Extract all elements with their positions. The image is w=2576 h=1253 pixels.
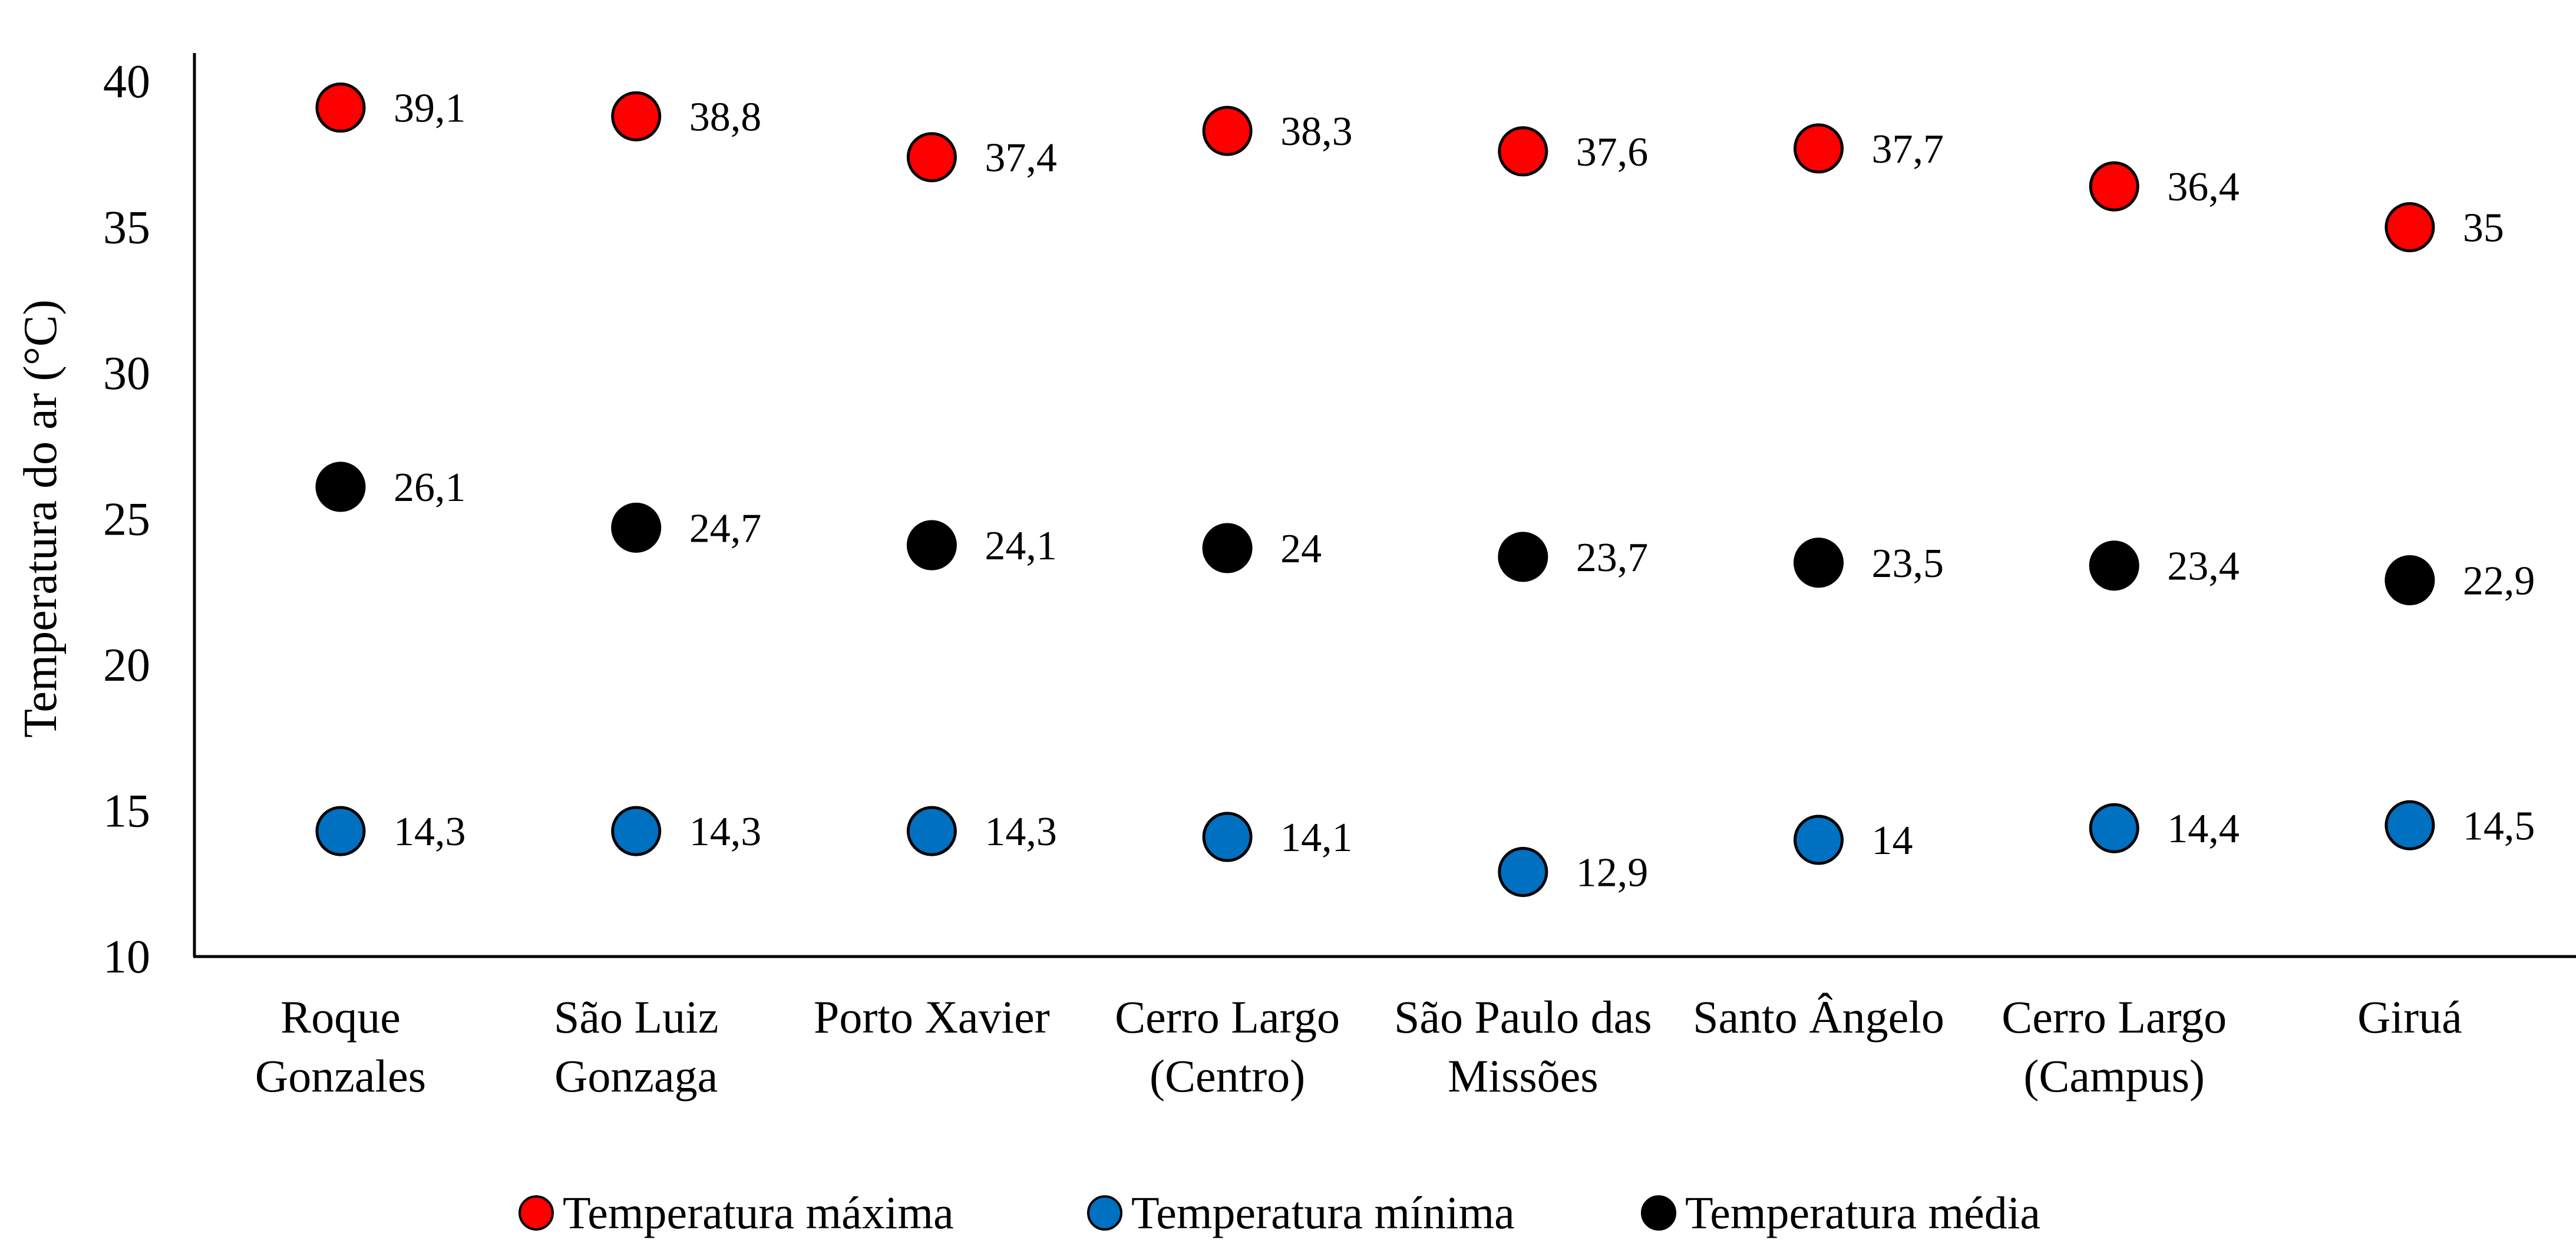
point-temperatura-maxima — [315, 83, 366, 133]
legend-item-temperatura-media: Temperatura média — [1641, 1187, 2040, 1238]
point-temperatura-media — [1202, 523, 1253, 573]
data-label-temperatura-minima: 14,5 — [2463, 803, 2535, 849]
point-temperatura-minima — [1498, 846, 1548, 897]
data-label-temperatura-media: 24,1 — [985, 523, 1057, 569]
point-temperatura-maxima — [1794, 123, 1844, 174]
point-temperatura-minima — [1794, 815, 1844, 865]
x-category-label: São Paulo das Missões — [1394, 991, 1652, 1102]
point-temperatura-maxima — [906, 132, 957, 183]
data-label-temperatura-minima: 14,4 — [2167, 806, 2240, 852]
data-label-temperatura-media: 26,1 — [394, 465, 466, 510]
data-label-temperatura-media: 24 — [1280, 526, 1322, 572]
point-temperatura-media — [315, 461, 366, 512]
data-label-temperatura-minima: 14,3 — [985, 809, 1057, 855]
point-temperatura-maxima — [2089, 161, 2139, 212]
data-label-temperatura-maxima: 37,7 — [1872, 127, 1944, 172]
point-temperatura-maxima — [611, 91, 662, 141]
x-category-label: Giruá — [2357, 991, 2462, 1043]
legend-item-temperatura-maxima: Temperatura máxima — [518, 1187, 954, 1238]
legend-label-temperatura-media: Temperatura média — [1685, 1187, 2040, 1238]
point-temperatura-media — [906, 520, 957, 571]
x-category-label: Cerro Largo (Campus) — [2002, 991, 2227, 1102]
data-label-temperatura-maxima: 39,1 — [394, 86, 466, 131]
point-temperatura-maxima — [1498, 126, 1548, 177]
y-tick-label: 40 — [103, 56, 150, 108]
x-category-label: Santo Ângelo — [1693, 991, 1944, 1043]
y-tick-label: 20 — [103, 639, 150, 691]
point-temperatura-media — [611, 502, 662, 553]
legend-label-temperatura-minima: Temperatura mínima — [1131, 1187, 1515, 1238]
y-tick-labels: 10 15 20 25 30 35 40 — [103, 56, 150, 983]
point-temperatura-minima — [315, 806, 366, 856]
data-labels: 39,1 38,8 37,4 38,3 37,6 37,7 36,4 35 14,3 14,3 14… — [394, 86, 2535, 896]
y-tick-label: 35 — [103, 202, 150, 254]
point-temperatura-media — [2089, 540, 2139, 591]
data-label-temperatura-minima: 12,9 — [1576, 850, 1649, 895]
data-label-temperatura-media: 23,4 — [2167, 544, 2240, 589]
point-temperatura-media — [1794, 538, 1844, 588]
legend: Temperatura máxima Temperatura mínima Temp… — [518, 1187, 2040, 1238]
data-label-temperatura-maxima: 37,6 — [1576, 130, 1649, 175]
point-temperatura-minima — [1202, 812, 1253, 862]
data-label-temperatura-maxima: 37,4 — [985, 136, 1057, 181]
data-points — [315, 83, 2435, 897]
legend-marker-temperatura-media — [1641, 1195, 1676, 1231]
point-temperatura-media — [1498, 532, 1548, 582]
point-temperatura-minima — [2385, 800, 2435, 850]
data-label-temperatura-minima: 14 — [1872, 818, 1913, 863]
point-temperatura-minima — [906, 806, 957, 856]
data-label-temperatura-maxima: 35 — [2463, 206, 2504, 251]
x-category-label: Cerro Largo (Centro) — [1115, 991, 1340, 1102]
data-label-temperatura-minima: 14,3 — [394, 809, 466, 855]
data-label-temperatura-minima: 14,1 — [1280, 815, 1353, 860]
legend-marker-temperatura-minima — [1087, 1195, 1122, 1231]
x-category-label: Porto Xavier — [814, 991, 1050, 1043]
x-category-label: Roque Gonzales — [255, 991, 426, 1102]
x-category-label: São Luiz Gonzaga — [554, 991, 718, 1102]
x-category-labels: Roque Gonzales São Luiz Gonzaga Porto Xavier… — [255, 991, 2462, 1102]
point-temperatura-minima — [2089, 803, 2139, 853]
y-tick-label: 30 — [103, 348, 150, 400]
y-tick-label: 10 — [103, 931, 150, 983]
point-temperatura-media — [2385, 555, 2435, 605]
point-temperatura-minima — [611, 806, 662, 856]
y-tick-label: 25 — [103, 494, 150, 546]
axes — [193, 53, 2576, 958]
legend-label-temperatura-maxima: Temperatura máxima — [563, 1187, 954, 1238]
data-label-temperatura-maxima: 38,3 — [1280, 109, 1353, 154]
data-label-temperatura-minima: 14,3 — [689, 809, 762, 855]
data-label-temperatura-media: 23,7 — [1576, 535, 1649, 581]
data-label-temperatura-maxima: 38,8 — [689, 94, 762, 140]
data-label-temperatura-maxima: 36,4 — [2167, 164, 2240, 210]
legend-item-temperatura-minima: Temperatura mínima — [1087, 1187, 1515, 1238]
point-temperatura-maxima — [2385, 202, 2435, 252]
y-tick-label: 15 — [103, 786, 150, 837]
point-temperatura-maxima — [1202, 105, 1253, 156]
data-label-temperatura-media: 22,9 — [2463, 558, 2535, 604]
data-label-temperatura-media: 24,7 — [689, 506, 762, 551]
y-axis-title: Temperatura do ar (°C) — [15, 299, 67, 738]
legend-marker-temperatura-maxima — [518, 1195, 554, 1231]
data-label-temperatura-media: 23,5 — [1872, 541, 1944, 586]
